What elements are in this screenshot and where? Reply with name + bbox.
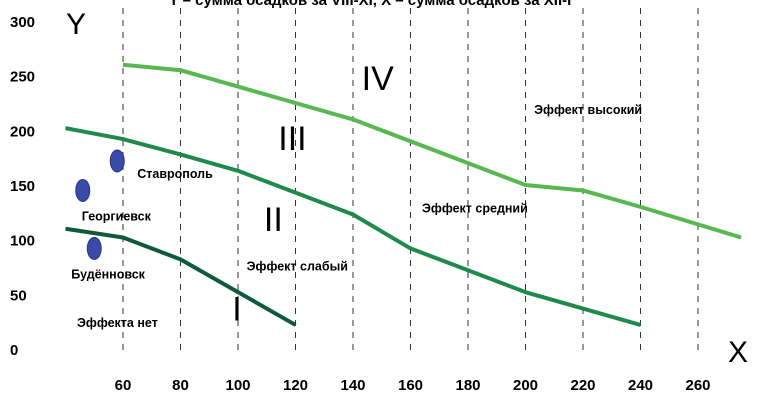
zone-roman-label: I (232, 291, 241, 329)
x-tick-label: 60 (115, 377, 132, 394)
labels-layer: Ставрополь Георгиевск Будённовск Эффект выс… (71, 60, 642, 330)
x-tick-label: 260 (685, 377, 710, 394)
points-layer (75, 149, 125, 260)
city-point (75, 178, 91, 202)
y-tick-label: 200 (10, 123, 35, 140)
zone-annotation: Эффект слабый (247, 259, 348, 273)
series-line-1 (65, 226, 297, 327)
zone-roman-label: II (264, 201, 283, 239)
y-tick-label: 150 (10, 178, 35, 195)
x-tick-label: 220 (570, 377, 595, 394)
zone-annotation: Эффект высокий (534, 103, 642, 117)
x-tick-label: 160 (398, 377, 423, 394)
zone-roman-label: IV (362, 60, 394, 98)
series-line-2 (65, 126, 642, 327)
grid: 60 80 100 120 140 160 180 200 220 240 260 0 50 100 150… (10, 8, 711, 394)
x-tick-label: 180 (455, 377, 480, 394)
y-axis-label: Y (66, 8, 86, 41)
zone-annotation: Эффекта нет (77, 316, 158, 330)
city-point (109, 149, 125, 173)
zone-roman-label: III (278, 120, 306, 158)
x-tick-label: 100 (225, 377, 250, 394)
x-tick-label: 240 (628, 377, 653, 394)
x-tick-label: 140 (340, 377, 365, 394)
city-label: Будённовск (71, 267, 145, 281)
series-layer (65, 62, 742, 327)
x-tick-label: 80 (172, 377, 189, 394)
x-tick-label: 200 (513, 377, 538, 394)
y-tick-label: 300 (10, 14, 35, 31)
y-tick-label: 0 (10, 342, 18, 359)
x-tick-label: 120 (283, 377, 308, 394)
y-tick-label: 250 (10, 69, 35, 86)
city-label: Георгиевск (82, 209, 152, 223)
y-tick-label: 50 (10, 287, 27, 304)
x-axis-label: X (728, 336, 748, 369)
zone-annotation: Эффект средний (422, 201, 528, 215)
chart-title: Y – сумма осадков за VIII-XI, X – сумма … (169, 0, 572, 9)
y-tick-label: 100 (10, 233, 35, 250)
city-label: Ставрополь (137, 167, 213, 181)
city-point (86, 236, 102, 260)
series-line-3 (122, 62, 742, 240)
